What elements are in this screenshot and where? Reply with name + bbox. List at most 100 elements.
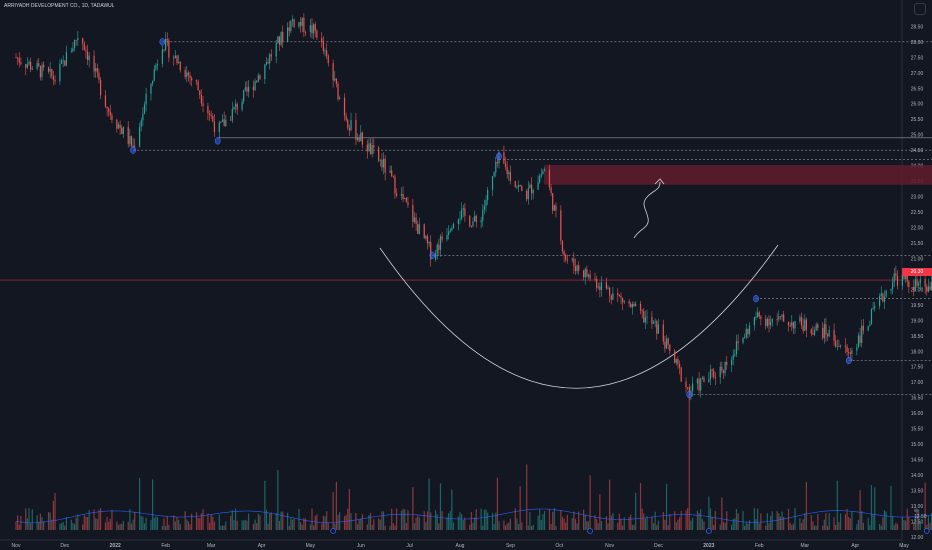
volume-bar (25, 508, 27, 530)
volume-bar (339, 512, 341, 530)
volume-bar (635, 492, 637, 530)
volume-bar (493, 523, 495, 530)
auto-scale-button[interactable] (914, 3, 926, 15)
volume-bar (508, 522, 510, 530)
volume-bar (335, 481, 337, 530)
candle-body (573, 258, 575, 267)
volume-bar (343, 516, 346, 530)
volume-bar (537, 515, 539, 530)
candle-body (213, 121, 216, 133)
volume-bar (685, 510, 687, 530)
volume-bar (690, 520, 692, 530)
volume-bar (77, 514, 79, 530)
candle-body (298, 22, 300, 27)
volume-bar (563, 518, 565, 530)
volume-bar (252, 523, 255, 530)
candle-body (635, 303, 637, 307)
volume-bar (565, 522, 567, 530)
volume-bar (395, 508, 398, 530)
volume-bar (748, 520, 751, 530)
candle-body (482, 209, 484, 221)
candle-body (654, 321, 656, 323)
rounding-bottom-arc (379, 244, 779, 389)
volume-bar (168, 524, 170, 530)
volume-bar (150, 519, 152, 530)
volume-bar (721, 497, 723, 530)
volume-bar (291, 519, 294, 530)
candle-body (916, 279, 918, 286)
candle-body (423, 224, 425, 239)
candle-body (893, 273, 895, 283)
candle-body (378, 147, 380, 161)
volume-bar (156, 517, 159, 530)
candle-body (36, 63, 38, 69)
candle-body (221, 119, 224, 122)
volume-bar (355, 512, 357, 530)
volume-bar (838, 522, 840, 530)
volume-bar (583, 509, 585, 530)
volume-bar (417, 515, 419, 530)
volume-bar (665, 483, 668, 530)
candle-body (314, 24, 316, 31)
candle-body (770, 322, 772, 326)
candle-body (783, 314, 785, 322)
candle-body (817, 324, 819, 329)
volume-bar (116, 521, 118, 530)
volume-bar (696, 510, 699, 530)
volume-bar (835, 524, 837, 530)
candle-body (833, 329, 835, 341)
candle-body (384, 158, 386, 173)
volume-bar (309, 524, 311, 530)
candle-body (54, 79, 56, 82)
candle-body (243, 89, 245, 102)
volume-bar (903, 520, 905, 530)
candle-body (813, 329, 816, 335)
candle-body (132, 145, 134, 147)
candle-body (257, 75, 259, 82)
candle-body (539, 175, 541, 183)
volume-bar (213, 521, 216, 530)
volume-bar (394, 525, 396, 530)
candle-body (165, 38, 167, 51)
time-tick-label: Feb (755, 543, 764, 549)
candle-body (96, 67, 98, 73)
candle-body (26, 64, 28, 68)
price-tick-label: 16.00 (911, 411, 924, 417)
candle-body (802, 325, 804, 331)
candle-body (735, 341, 738, 355)
volume-bar (527, 525, 529, 530)
candle-body (210, 115, 212, 117)
volume-bar (630, 514, 632, 530)
candle-body (373, 145, 375, 148)
volume-bar (290, 518, 292, 530)
candle-body (469, 215, 471, 227)
volume-bar (269, 513, 271, 530)
candle-body (791, 322, 793, 327)
candle-body (49, 69, 51, 72)
volume-bar (179, 523, 181, 530)
volume-bar (916, 511, 918, 530)
volume-bar (282, 511, 284, 530)
candle-body (709, 369, 712, 380)
candle-body (617, 293, 619, 295)
candle-body (721, 366, 723, 371)
candle-body (836, 346, 838, 347)
volume-bar (106, 516, 108, 530)
volume-bar (675, 522, 677, 530)
volume-bar (256, 522, 258, 530)
candle-body (787, 321, 790, 326)
candle-body (41, 64, 43, 78)
candle-body (503, 152, 505, 164)
candle-body (895, 273, 897, 276)
volume-bar (348, 489, 351, 530)
candle-body (195, 80, 198, 82)
candle-body (290, 20, 292, 32)
volume-bar (152, 479, 154, 530)
volume-bar (862, 522, 864, 530)
volume-bar (47, 512, 50, 530)
candle-body (612, 293, 614, 300)
candle-body (233, 106, 235, 110)
volume-bar (430, 512, 432, 530)
